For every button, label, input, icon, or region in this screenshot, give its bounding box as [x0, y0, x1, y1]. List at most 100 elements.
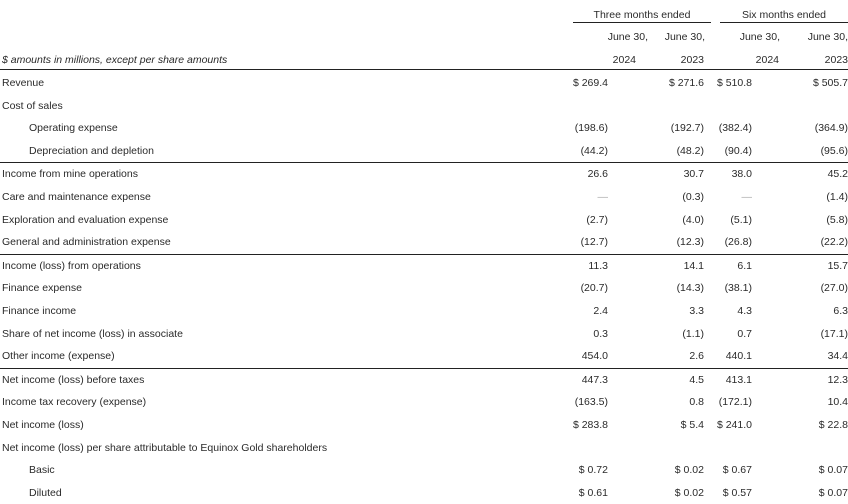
cell-q2-2023: (192.7) — [670, 122, 704, 135]
cell-q2-2024: $ 0.61 — [578, 486, 608, 499]
cell-q2-2024: 454.0 — [581, 350, 608, 363]
table-row: Diluted $ 0.61 $ 0.02 $ 0.57 $ 0.07 — [0, 482, 848, 504]
table-row: Cost of sales — [0, 95, 848, 118]
cell-q2-2024: 447.3 — [581, 373, 608, 386]
cell-q2-2023: 4.5 — [689, 373, 704, 386]
cell-h1-2023: (364.9) — [814, 122, 848, 135]
table-row: Share of net income (loss) in associate … — [0, 323, 848, 346]
cell-q2-2024: (44.2) — [580, 144, 608, 157]
row-label: Diluted — [29, 486, 62, 499]
units-note: $ amounts in millions, except per share … — [2, 54, 228, 66]
table-row: Income from mine operations 26.6 30.7 38… — [0, 162, 848, 186]
cell-h1-2023: (1.4) — [826, 190, 848, 203]
cell-h1-2023: 6.3 — [833, 304, 848, 317]
row-label: General and administration expense — [2, 236, 171, 249]
cell-h1-2024: 440.1 — [725, 350, 752, 363]
row-label: Income (loss) from operations — [2, 259, 141, 272]
table-row: Operating expense (198.6) (192.7) (382.4… — [0, 117, 848, 140]
cell-h1-2024: (382.4) — [718, 122, 752, 135]
row-label: Finance income — [2, 304, 77, 317]
table-row: Finance expense (20.7) (14.3) (38.1) (27… — [0, 277, 848, 300]
cell-q2-2024: (2.7) — [586, 213, 608, 226]
cell-q2-2024: $ 269.4 — [572, 77, 608, 89]
table-row: Basic $ 0.72 $ 0.02 $ 0.67 $ 0.07 — [0, 459, 848, 482]
cell-q2-2023: (0.3) — [682, 190, 704, 203]
cell-q2-2024: 0.3 — [593, 327, 608, 340]
row-label: Net income (loss) before taxes — [2, 373, 145, 386]
table-row: Depreciation and depletion (44.2) (48.2)… — [0, 140, 848, 163]
row-label: Depreciation and depletion — [29, 144, 154, 157]
cell-q2-2023: 0.8 — [689, 396, 704, 409]
cell-q2-2024: 26.6 — [587, 168, 608, 181]
row-label: Care and maintenance expense — [2, 190, 151, 203]
cell-h1-2023: (27.0) — [820, 282, 848, 295]
table-row: Exploration and evaluation expense (2.7)… — [0, 209, 848, 232]
table-row: Other income (expense) 454.0 2.6 440.1 3… — [0, 345, 848, 368]
row-label: Income from mine operations — [2, 168, 138, 181]
table-row: Revenue $ 269.4 $ 271.6 $ 510.8 $ 505.7 — [0, 72, 848, 95]
income-statement-table: Revenue $ 269.4 $ 271.6 $ 510.8 $ 505.7 … — [0, 72, 848, 504]
cell-h1-2024: 413.1 — [725, 373, 752, 386]
cell-h1-2024: — — [741, 190, 753, 203]
cell-q2-2024: (20.7) — [580, 282, 608, 295]
cell-h1-2023: $ 22.8 — [818, 418, 848, 431]
cell-q2-2023: (14.3) — [676, 282, 704, 295]
table-row: Net income (loss) $ 283.8 $ 5.4 $ 241.0 … — [0, 414, 848, 437]
cell-q2-2024: (163.5) — [574, 396, 608, 409]
col-header-date-1: June 30, — [607, 31, 648, 43]
cell-q2-2024: 11.3 — [588, 259, 608, 272]
table-row: Net income (loss) before taxes 447.3 4.5… — [0, 367, 848, 392]
cell-h1-2023: 12.3 — [827, 373, 848, 386]
cell-h1-2024: (26.8) — [724, 236, 752, 249]
cell-h1-2023: (95.6) — [820, 144, 848, 157]
col-header-year-4: 2023 — [824, 54, 848, 66]
table-row: Net income (loss) per share attributable… — [0, 437, 848, 460]
cell-q2-2023: $ 271.6 — [668, 77, 704, 89]
table-row: Income tax recovery (expense) (163.5) 0.… — [0, 391, 848, 414]
table-row: Care and maintenance expense — (0.3) — (… — [0, 186, 848, 209]
cell-q2-2024: (198.6) — [574, 122, 608, 135]
row-label: Share of net income (loss) in associate — [2, 327, 183, 340]
cell-h1-2024: $ 0.57 — [722, 486, 752, 499]
cell-q2-2024: $ 283.8 — [572, 418, 608, 431]
cell-h1-2023: (17.1) — [820, 327, 848, 340]
cell-h1-2024: 38.0 — [731, 168, 752, 181]
cell-h1-2024: $ 0.67 — [722, 464, 752, 477]
cell-h1-2024: 0.7 — [737, 327, 752, 340]
cell-q2-2023: 30.7 — [683, 168, 704, 181]
row-label: Revenue — [2, 77, 45, 89]
row-label: Other income (expense) — [2, 350, 115, 363]
row-label: Cost of sales — [2, 99, 63, 112]
cell-q2-2023: (4.0) — [682, 213, 704, 226]
cell-q2-2024: $ 0.72 — [578, 464, 608, 477]
table-row: Finance income 2.4 3.3 4.3 6.3 — [0, 300, 848, 323]
cell-h1-2023: (22.2) — [820, 236, 848, 249]
cell-h1-2023: $ 0.07 — [818, 464, 848, 477]
cell-h1-2024: $ 241.0 — [716, 418, 752, 431]
cell-q2-2023: $ 5.4 — [680, 418, 704, 431]
cell-h1-2023: 45.2 — [827, 168, 848, 181]
col-header-year-1: 2024 — [612, 54, 636, 66]
group-header-six-months: Six months ended — [720, 1, 848, 23]
cell-q2-2023: (48.2) — [676, 144, 704, 157]
row-label: Basic — [29, 464, 55, 477]
table-row: Income (loss) from operations 11.3 14.1 … — [0, 253, 848, 278]
header-divider — [0, 69, 848, 70]
group-header-three-months: Three months ended — [573, 1, 711, 23]
row-label: Income tax recovery (expense) — [2, 396, 147, 409]
row-label: Finance expense — [2, 282, 82, 295]
cell-h1-2024: (172.1) — [718, 396, 752, 409]
cell-h1-2024: $ 510.8 — [716, 77, 752, 89]
row-label: Net income (loss) — [2, 418, 84, 431]
cell-q2-2024: — — [597, 190, 609, 203]
cell-h1-2024: (90.4) — [724, 144, 752, 157]
cell-h1-2023: 10.4 — [827, 396, 848, 409]
cell-q2-2023: 2.6 — [689, 350, 704, 363]
col-header-year-3: 2024 — [755, 54, 779, 66]
table-row: General and administration expense (12.7… — [0, 231, 848, 254]
cell-q2-2023: $ 0.02 — [674, 464, 704, 477]
col-header-date-4: June 30, — [807, 31, 848, 43]
cell-q2-2023: (12.3) — [676, 236, 704, 249]
cell-h1-2023: $ 505.7 — [812, 77, 848, 89]
cell-h1-2023: $ 0.07 — [818, 486, 848, 499]
